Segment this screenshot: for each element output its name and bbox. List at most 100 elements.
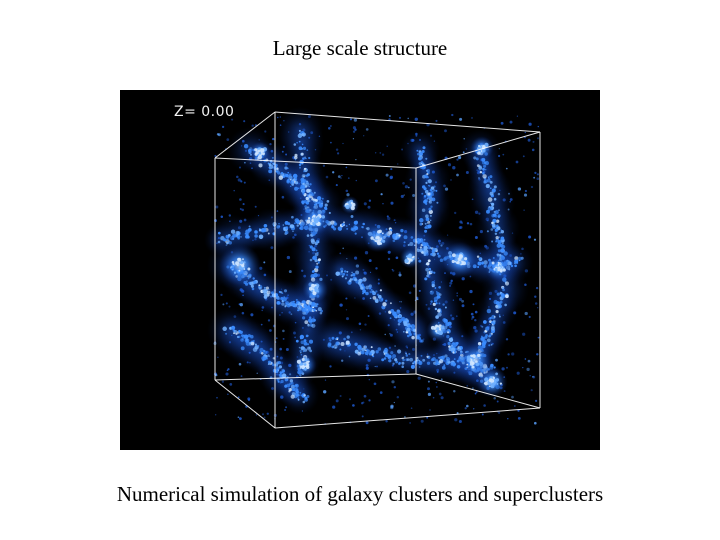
galaxy-point	[394, 358, 398, 362]
galaxy-point	[390, 309, 395, 313]
galaxy-point	[420, 419, 424, 423]
galaxy-point	[394, 345, 396, 347]
galaxy-point	[240, 346, 245, 351]
galaxy-point	[239, 219, 243, 223]
galaxy-point	[341, 359, 344, 362]
galaxy-point	[458, 297, 463, 301]
galaxy-point	[215, 373, 218, 377]
galaxy-point	[501, 286, 505, 289]
galaxy-point	[216, 396, 218, 399]
galaxy-point	[344, 350, 346, 352]
galaxy-point	[346, 270, 349, 273]
galaxy-point	[365, 128, 369, 131]
galaxy-point	[390, 168, 393, 171]
galaxy-point	[217, 133, 221, 137]
galaxy-point	[490, 342, 492, 344]
galaxy-point	[526, 367, 530, 372]
galaxy-point	[305, 174, 309, 178]
galaxy-point	[433, 140, 436, 142]
galaxy-point	[420, 244, 423, 247]
galaxy-point	[297, 305, 301, 310]
galaxy-point	[485, 334, 488, 337]
cluster-galaxy	[478, 357, 481, 360]
galaxy-point	[362, 297, 365, 300]
galaxy-point	[225, 372, 229, 376]
galaxy-point	[424, 222, 427, 225]
galaxy-point	[303, 200, 308, 204]
cluster-galaxy	[459, 255, 463, 259]
galaxy-point	[286, 303, 291, 308]
galaxy-point	[220, 293, 223, 297]
galaxy-point	[440, 396, 444, 400]
cluster-galaxy	[370, 236, 374, 240]
galaxy-point	[404, 230, 408, 234]
galaxy-point	[243, 120, 246, 123]
galaxy-point	[282, 329, 285, 333]
cluster-galaxy	[301, 358, 305, 362]
galaxy-point	[315, 305, 318, 308]
galaxy-point	[301, 410, 304, 412]
cluster-galaxy	[466, 363, 469, 366]
galaxy-point	[365, 421, 369, 425]
galaxy-point	[419, 218, 424, 223]
galaxy-point	[498, 314, 501, 316]
cluster-galaxy	[260, 148, 265, 153]
galaxy-point	[215, 414, 217, 416]
galaxy-point	[534, 295, 537, 298]
galaxy-point	[295, 219, 300, 224]
galaxy-point	[447, 341, 451, 346]
galaxy-point	[268, 179, 271, 182]
cluster-galaxy	[471, 365, 475, 369]
galaxy-point	[416, 357, 419, 359]
galaxy-point	[490, 228, 494, 231]
cluster-galaxy	[448, 254, 452, 258]
galaxy-point	[532, 140, 535, 143]
galaxy-point	[426, 274, 429, 278]
galaxy-point	[425, 181, 428, 185]
galaxy-point	[410, 324, 416, 329]
cluster-galaxy	[412, 255, 415, 259]
galaxy-point	[309, 316, 312, 319]
galaxy-point	[412, 362, 415, 365]
galaxy-point	[527, 138, 531, 142]
galaxy-point	[285, 348, 289, 351]
cluster-galaxy	[462, 261, 466, 266]
galaxy-point	[484, 244, 488, 248]
galaxy-point	[469, 222, 473, 226]
galaxy-point	[498, 209, 500, 211]
galaxy-point	[368, 286, 372, 289]
galaxy-point	[377, 294, 382, 299]
galaxy-point	[268, 355, 270, 358]
galaxy-point	[487, 206, 493, 211]
galaxy-point	[406, 370, 410, 374]
cluster-galaxy	[311, 289, 314, 292]
galaxy-point	[290, 224, 295, 229]
galaxy-point	[331, 336, 335, 340]
galaxy-point	[494, 210, 499, 215]
galaxy-point	[376, 365, 378, 368]
galaxy-point	[348, 355, 351, 358]
galaxy-point	[282, 145, 285, 148]
galaxy-point	[436, 352, 438, 355]
galaxy-point	[378, 312, 382, 315]
galaxy-point	[456, 292, 458, 294]
galaxy-point	[311, 323, 316, 328]
galaxy-point	[489, 320, 492, 324]
galaxy-point	[239, 207, 242, 211]
galaxy-point	[472, 408, 475, 410]
galaxy-point	[284, 166, 288, 170]
galaxy-point	[384, 333, 386, 336]
galaxy-point	[471, 318, 473, 320]
galaxy-point	[349, 118, 353, 121]
galaxy-point	[345, 189, 349, 193]
galaxy-point	[419, 248, 423, 252]
galaxy-point	[393, 219, 396, 222]
galaxy-point	[524, 189, 527, 193]
galaxy-point	[268, 166, 271, 169]
galaxy-point	[369, 271, 372, 274]
galaxy-point	[300, 394, 303, 397]
galaxy-point	[280, 379, 284, 384]
galaxy-point	[253, 340, 255, 342]
galaxy-point	[471, 198, 474, 201]
galaxy-cluster-glow	[458, 343, 492, 377]
